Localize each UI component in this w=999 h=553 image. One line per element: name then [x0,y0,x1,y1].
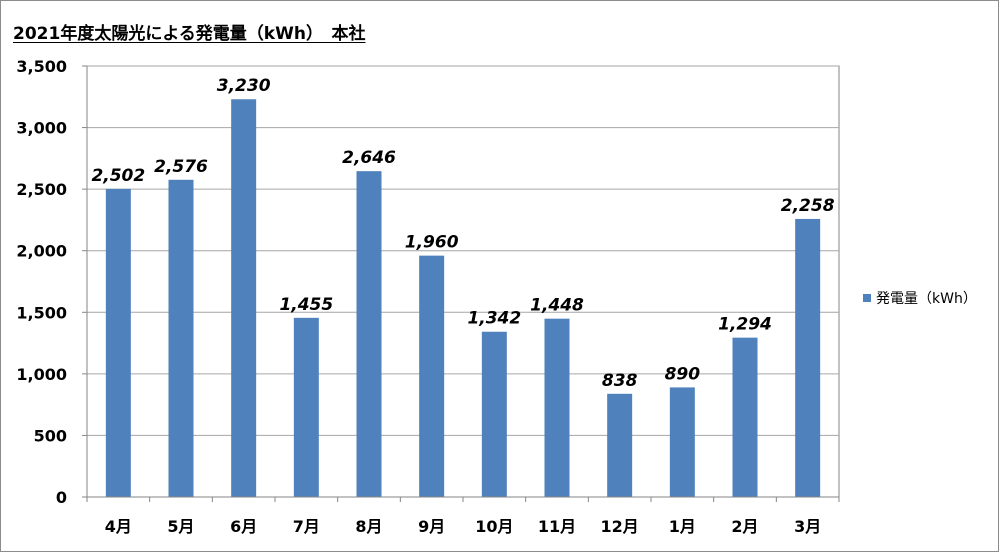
x-tick-label: 12月 [601,517,639,536]
x-tick-label: 11月 [538,517,576,536]
plot-area-border [86,65,840,498]
x-tick-label: 7月 [293,517,320,536]
chart-title: 2021年度太陽光による発電量（kWh） 本社 [13,24,366,44]
y-tick-label: 2,000 [16,242,67,261]
bar [419,255,445,497]
bar [732,337,758,497]
data-labels: 2,502 2,576 3,230 1,455 2,646 1,960 1,342 1,448… [91,76,834,391]
data-label: 3,230 [217,76,271,96]
x-tick-label: 1月 [669,517,696,536]
bar [105,188,131,497]
y-tick-label: 1,000 [16,365,67,384]
legend-swatch [863,294,871,302]
x-tick-label: 4月 [105,517,132,536]
bar [168,179,194,497]
bar [795,218,821,498]
data-label: 2,502 [91,166,145,186]
grid-lines [86,65,840,498]
bar [481,331,507,497]
data-label: 2,576 [154,157,208,177]
legend-label: 発電量（kWh） [876,291,977,307]
data-label: 1,455 [279,295,333,315]
bar [356,171,382,497]
x-tick-label: 2月 [731,517,758,536]
axes: 0 500 1,000 1,500 2,000 2,500 3,000 3,500 4月 5月 6月… [16,57,840,536]
data-label: 1,294 [718,315,772,335]
data-label: 1,960 [405,233,459,253]
x-tick-label: 5月 [167,517,194,536]
bar [544,318,570,497]
bar [607,393,633,497]
data-label: 2,258 [781,196,835,216]
y-tick-label: 3,000 [16,119,67,138]
bar [293,317,319,497]
data-label: 838 [602,371,638,391]
y-tick-label: 0 [56,488,67,507]
x-tick-label: 9月 [418,517,445,536]
bar [669,387,695,497]
x-tick-label: 10月 [475,517,513,536]
data-label: 890 [665,364,701,384]
bars [105,99,821,498]
y-tick-label: 2,500 [16,180,67,199]
data-label: 2,646 [342,148,396,168]
y-tick-label: 1,500 [16,303,67,322]
data-label: 1,342 [467,309,521,329]
x-tick-label: 3月 [794,517,821,536]
x-tick-label: 8月 [355,517,382,536]
legend: 発電量（kWh） [863,288,977,308]
x-tick-label: 6月 [230,517,257,536]
y-tick-label: 500 [34,426,67,445]
data-label: 1,448 [530,296,584,316]
bar [231,99,257,498]
y-tick-label: 3,500 [16,57,67,76]
